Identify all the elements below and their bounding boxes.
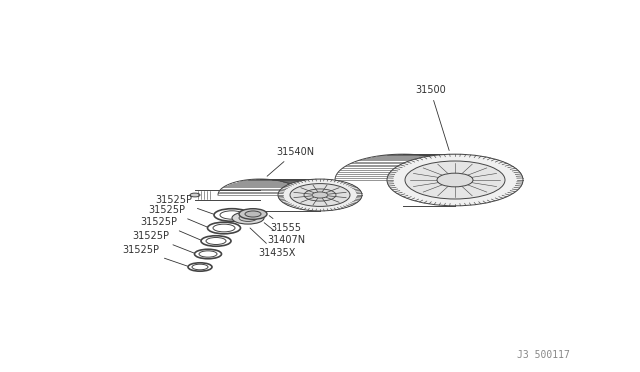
Ellipse shape [437,173,473,187]
Text: 31540N: 31540N [267,147,314,176]
Text: J3 500117: J3 500117 [517,350,570,360]
Text: 31525P: 31525P [155,195,213,214]
Text: 31435X: 31435X [250,228,296,258]
Ellipse shape [232,212,264,224]
Text: 31525P: 31525P [148,205,207,227]
Ellipse shape [239,215,257,221]
Text: 31555: 31555 [269,216,301,233]
Text: 31525P: 31525P [132,231,194,253]
Text: 31407N: 31407N [264,223,305,245]
Text: 31500: 31500 [415,85,449,151]
Text: 31525P: 31525P [122,245,188,266]
Ellipse shape [387,154,523,206]
Text: 31525P: 31525P [140,217,200,240]
Ellipse shape [312,192,328,198]
Ellipse shape [304,189,336,201]
Ellipse shape [405,161,505,199]
Ellipse shape [239,209,267,219]
Ellipse shape [190,193,200,197]
Ellipse shape [245,211,261,217]
Ellipse shape [278,179,362,211]
Ellipse shape [290,184,350,206]
